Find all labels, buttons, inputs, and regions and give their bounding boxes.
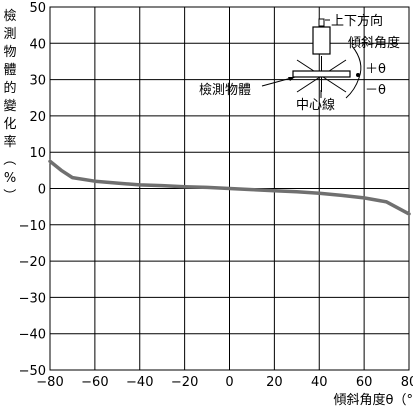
y-tick-label: 40 [29, 37, 46, 52]
detected-object [292, 70, 351, 78]
sensor-body [312, 26, 331, 55]
y-axis-label-char: 的 [3, 80, 16, 96]
sensor-head [318, 18, 325, 27]
y-tick-label: 0 [38, 183, 46, 198]
y-tick-label: −50 [19, 364, 46, 379]
y-axis-label-char: 化 [3, 117, 16, 132]
y-axis-label-char: 測 [3, 27, 16, 42]
x-tick-label: −20 [171, 375, 198, 390]
y-axis-label-char: % [4, 171, 16, 186]
x-axis-label: 傾斜角度θ（° [334, 392, 413, 408]
y-axis-label-char: 物 [3, 45, 16, 60]
x-tick-label: 40 [311, 375, 328, 390]
object-label: 檢測物體 [199, 82, 251, 98]
tilt-label: 傾斜角度 [348, 35, 400, 51]
tilt-point [356, 73, 360, 77]
series-line [48, 159, 411, 216]
y-tick-label: −30 [19, 291, 46, 306]
x-tick-label: 80 [401, 375, 413, 390]
x-tick-label: 0 [225, 375, 233, 390]
grid [49, 6, 410, 371]
y-tick-label: −10 [19, 219, 46, 234]
y-axis-label-char: 率 [3, 134, 16, 150]
x-tick-label: −40 [126, 375, 153, 390]
centerline-label: 中心線 [296, 97, 335, 113]
x-tick-label: 20 [266, 375, 283, 390]
minus-theta-label: －θ [365, 83, 386, 98]
direction-label: 上下方向 [331, 13, 383, 29]
y-tick-label: −40 [19, 328, 46, 343]
y-tick-label: −20 [19, 255, 46, 270]
y-tick-label: 20 [29, 110, 46, 125]
x-tick-labels: −80 −60 −40 −20 0 20 40 60 80 [36, 375, 413, 390]
inset-diagram: 上下方向 傾斜角度 ＋θ －θ 檢測物體 中心線 [199, 13, 400, 113]
y-tick-labels: 50 40 30 20 10 0 −10 −20 −30 −40 −50 [19, 1, 46, 379]
y-axis-label-char: 變 [3, 98, 16, 114]
x-tick-label: −60 [81, 375, 108, 390]
tilt-arc [345, 45, 362, 99]
y-axis-label-char: （ [1, 152, 16, 165]
y-tick-label: 50 [29, 1, 46, 16]
plus-theta-label: ＋θ [365, 62, 386, 77]
x-tick-label: −80 [36, 375, 63, 390]
object-leader-arrow [288, 77, 295, 81]
y-tick-label: 30 [29, 74, 46, 89]
y-axis-label-char: 檢 [3, 8, 16, 24]
y-axis-label-char: 體 [3, 63, 16, 78]
x-tick-label: 60 [356, 375, 373, 390]
y-tick-label: 10 [29, 146, 46, 161]
y-axis-label-char: ） [1, 188, 16, 201]
